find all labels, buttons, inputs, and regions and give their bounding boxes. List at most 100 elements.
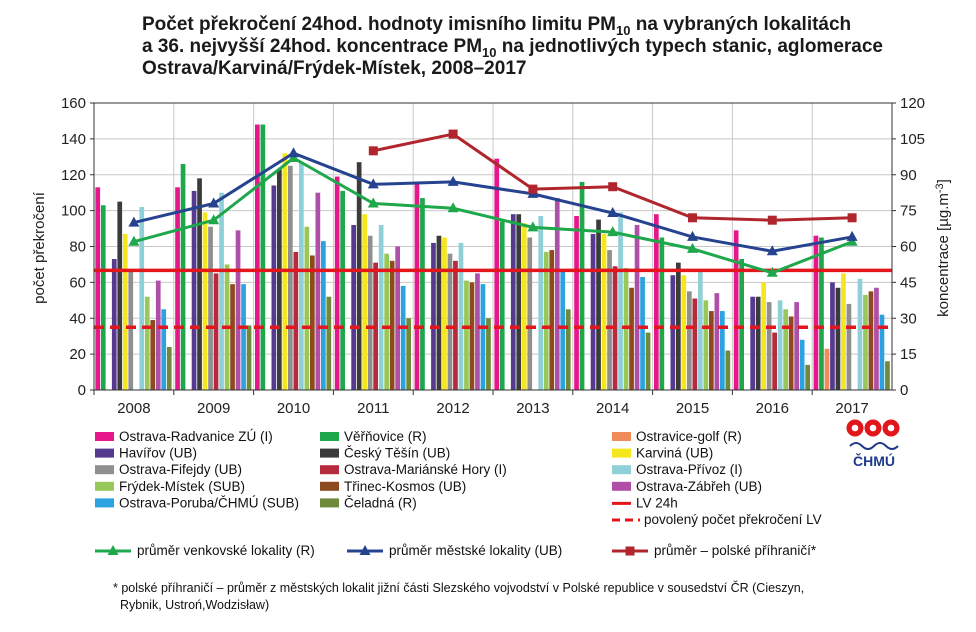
- bar: [681, 275, 687, 390]
- bar: [824, 348, 830, 390]
- legend: Ostrava-Radvanice ZÚ (I)Havířov (UB)Ostr…: [95, 429, 822, 527]
- bar: [590, 233, 596, 390]
- bar: [659, 237, 665, 390]
- line-marker: [527, 221, 539, 232]
- x-tick-label: 2008: [117, 400, 150, 417]
- y2-tick-label: 105: [900, 131, 925, 148]
- y-tick-label: 0: [78, 382, 86, 399]
- bar: [277, 169, 282, 390]
- y-axis-label: počet překročení: [31, 191, 48, 304]
- bar: [794, 302, 799, 390]
- title-text: Počet překročení 24hod. hodnoty imisního…: [142, 14, 616, 35]
- bar: [260, 124, 266, 391]
- bar: [400, 285, 406, 390]
- bar: [175, 187, 180, 390]
- bar: [395, 246, 400, 390]
- line-marker: [846, 230, 858, 241]
- bar: [447, 253, 453, 390]
- bar: [846, 303, 852, 390]
- x-tick-label: 2010: [277, 400, 310, 417]
- line-marker: [208, 197, 220, 208]
- bar: [122, 233, 128, 390]
- line-marker: [608, 182, 618, 192]
- bar: [634, 224, 640, 390]
- bar: [241, 284, 246, 390]
- y2-tick-label: 120: [900, 95, 925, 112]
- bar: [607, 250, 612, 390]
- y2-tick-label: 60: [900, 239, 917, 256]
- line-marker: [607, 207, 619, 218]
- bar: [579, 181, 585, 390]
- bar: [841, 273, 846, 390]
- bar: [835, 287, 841, 390]
- bar: [601, 233, 607, 390]
- legend-label: Karviná (UB): [636, 446, 713, 461]
- legend-swatch: [320, 448, 339, 458]
- bar: [304, 226, 310, 390]
- bar: [431, 242, 436, 390]
- bar: [464, 280, 469, 390]
- bar: [725, 350, 731, 390]
- legend-swatch: [320, 498, 339, 508]
- bar: [879, 314, 885, 390]
- logo-circle-inner: [851, 424, 859, 432]
- line-marker: [766, 245, 778, 256]
- bar: [486, 318, 491, 390]
- legend-swatch: [95, 465, 114, 475]
- average-line: [133, 151, 853, 253]
- bar: [714, 293, 720, 390]
- legend-swatch: [95, 448, 114, 458]
- bar: [469, 282, 475, 390]
- bar: [654, 214, 659, 390]
- legend-label: Ostravice-golf (R): [636, 429, 742, 444]
- bar: [739, 259, 744, 390]
- title-subscript: 10: [616, 23, 630, 38]
- chart-title: Počet překročení 24hod. hodnoty imisního…: [142, 14, 883, 79]
- line-marker: [688, 213, 697, 223]
- bar: [777, 300, 783, 390]
- bar: [442, 237, 447, 390]
- bar: [356, 162, 362, 390]
- legend-label: Ostrava-Přívoz (I): [636, 462, 743, 477]
- legend-label: Čeladná (R): [344, 495, 417, 510]
- axes: 0 20 40 60 80 100 120 140 160 0 15 30 45 60 75 90 105 120…: [61, 95, 925, 417]
- line-marker: [687, 242, 698, 253]
- line-marker: [447, 202, 459, 213]
- logo-text: ČHMÚ: [853, 452, 895, 469]
- bar: [155, 280, 161, 390]
- legend-label: Ostrava-Radvanice ZÚ (I): [119, 429, 273, 444]
- legend-swatch: [320, 465, 339, 475]
- y-tick-label: 40: [69, 310, 86, 327]
- y2-tick-label: 45: [900, 274, 917, 291]
- x-tick-label: 2013: [516, 400, 549, 417]
- bar: [783, 309, 788, 390]
- legend-label: povolený počet překročení LV: [644, 512, 822, 527]
- line-marker: [687, 230, 698, 241]
- bar: [645, 332, 651, 390]
- bar: [640, 276, 645, 390]
- bar: [709, 311, 714, 390]
- line-marker: [367, 178, 379, 189]
- bar: [543, 251, 549, 390]
- y-tick-label: 20: [69, 346, 86, 363]
- y-tick-label: 80: [69, 239, 86, 256]
- title-text: na jednotlivých typech stanic, aglomerac…: [497, 36, 883, 57]
- bar: [623, 268, 629, 390]
- bar: [868, 291, 874, 390]
- bar: [367, 235, 373, 390]
- logo-circle-inner: [869, 424, 877, 432]
- bar: [326, 296, 332, 390]
- footnote: * polské příhraničí – průměr z městských…: [113, 580, 804, 612]
- bar: [475, 273, 480, 390]
- bar: [117, 201, 123, 390]
- y2-label-sup: -3: [934, 183, 946, 193]
- bar: [813, 235, 819, 390]
- bar: [772, 332, 777, 390]
- bar: [161, 309, 167, 390]
- line-marker: [847, 213, 857, 223]
- title-text: Ostrava/Karviná/Frýdek-Místek, 2008–2017: [142, 58, 526, 79]
- bar: [230, 284, 235, 390]
- y2-axis-label: koncentrace [µg.m-3]: [934, 179, 952, 317]
- average-line: [133, 156, 853, 275]
- bar: [750, 296, 755, 390]
